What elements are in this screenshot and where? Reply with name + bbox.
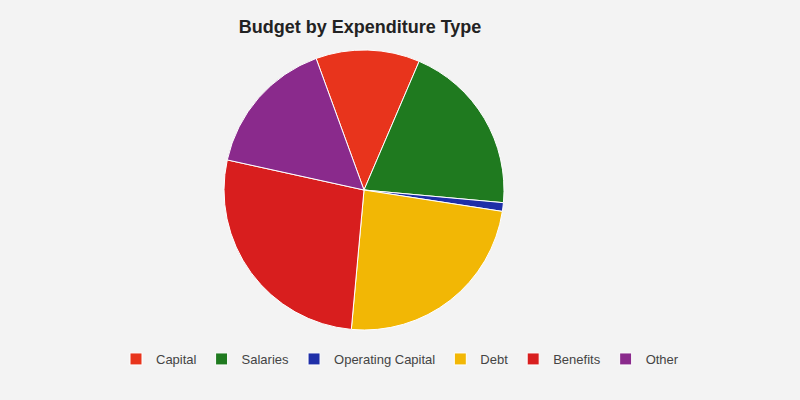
svg-text:Capital: Capital (156, 352, 197, 367)
svg-text:Other: Other (646, 352, 679, 367)
svg-text:Debt: Debt (480, 352, 508, 367)
svg-text:Benefits: Benefits (553, 352, 600, 367)
svg-text:Budget by Expenditure Type: Budget by Expenditure Type (239, 17, 482, 37)
svg-text:Operating Capital: Operating Capital (334, 352, 435, 367)
svg-text:Salaries: Salaries (242, 352, 289, 367)
